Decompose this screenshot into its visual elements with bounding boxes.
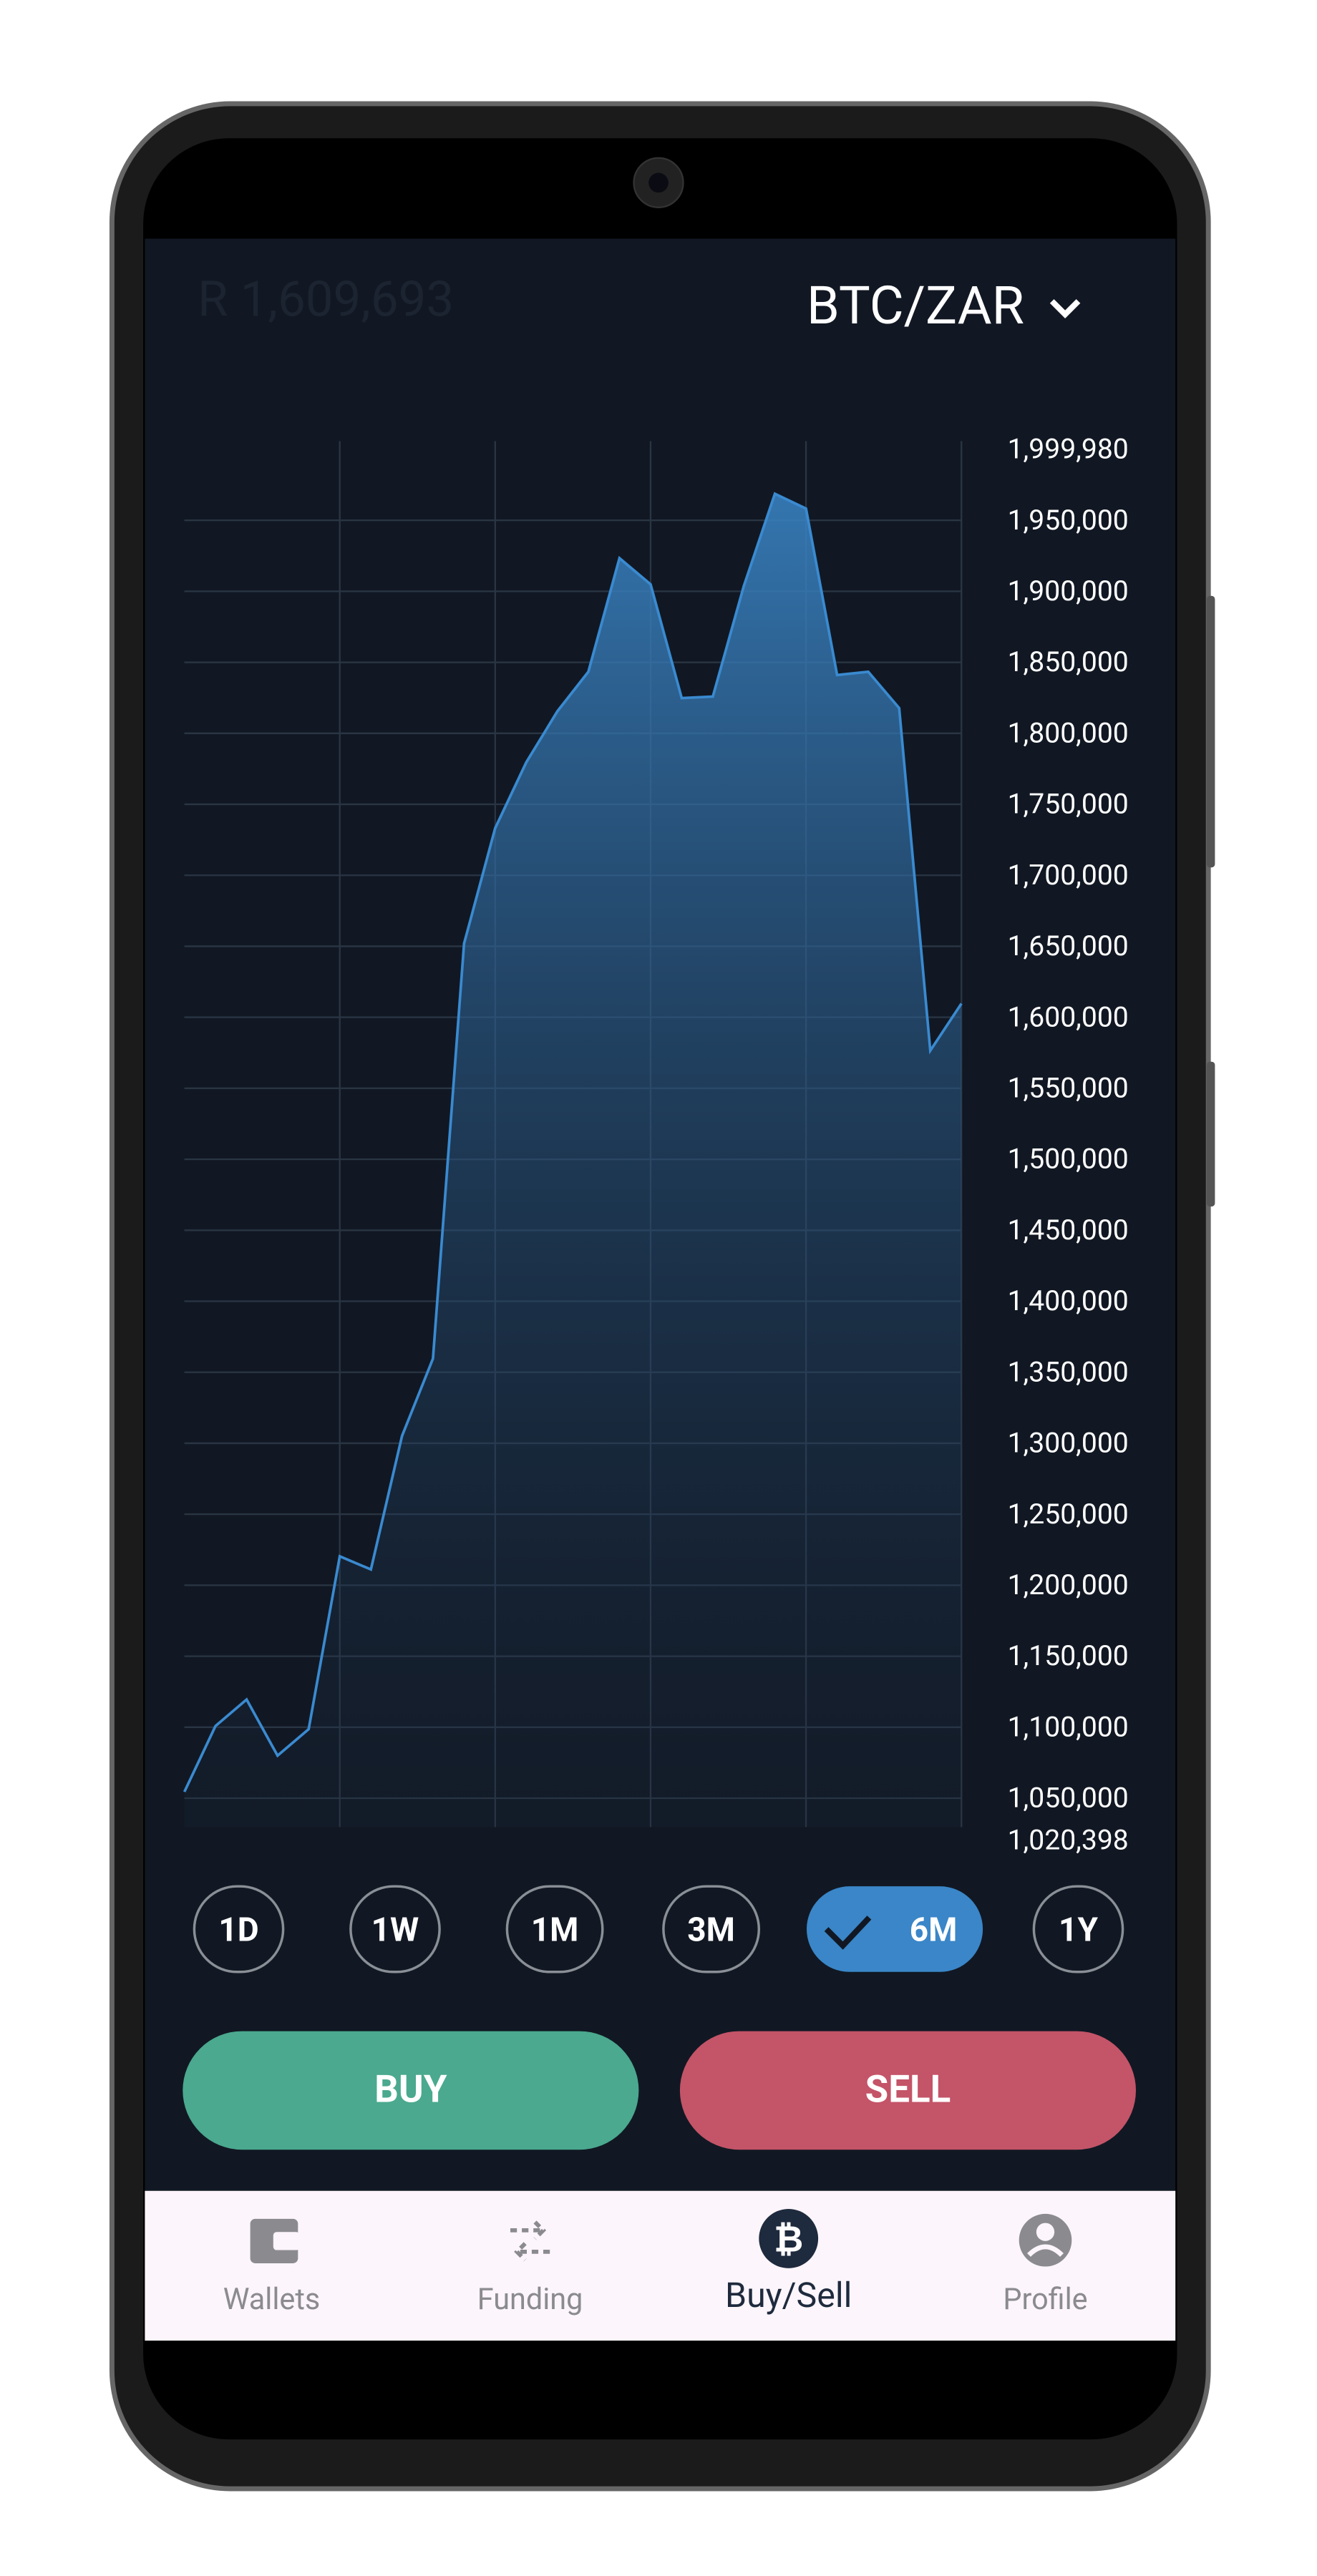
nav-label[interactable]: Funding [477, 2283, 583, 2317]
range-label[interactable]: 1M [531, 1911, 579, 1950]
camera-lens [648, 172, 669, 193]
y-tick-label: 1,800,000 [1008, 716, 1129, 749]
y-tick-label: 1,950,000 [1008, 504, 1129, 537]
y-tick-label: 1,550,000 [1008, 1072, 1129, 1105]
nav-label[interactable]: Profile [1003, 2283, 1087, 2317]
y-tick-label: 1,750,000 [1008, 788, 1129, 821]
y-tick-label: 1,200,000 [1008, 1568, 1129, 1601]
range-button[interactable] [1032, 1885, 1124, 1974]
y-tick-label: 1,250,000 [1008, 1498, 1129, 1531]
y-tick-label: 1,100,000 [1008, 1710, 1129, 1743]
nav-label[interactable]: Wallets [223, 2283, 321, 2317]
funding-icon[interactable] [510, 2220, 550, 2262]
y-tick-label: 1,050,000 [1008, 1782, 1129, 1815]
y-tick-label: 1,850,000 [1008, 645, 1129, 678]
price: R 1,609,693 [198, 270, 454, 328]
wallet-icon[interactable] [273, 2232, 300, 2250]
range-button[interactable] [193, 1885, 285, 1974]
button [1206, 595, 1215, 868]
range-button[interactable] [349, 1885, 441, 1974]
check-icon[interactable] [824, 1916, 872, 1950]
bottom-nav [145, 2190, 1176, 2341]
y-tick-label: 1,600,000 [1008, 1000, 1129, 1033]
range-button[interactable] [505, 1885, 604, 1974]
y-tick-label: 1,700,000 [1008, 859, 1129, 892]
area-fill [184, 494, 962, 1828]
range-selector: 1D 1W 1M 3M 6M 1Y [193, 1885, 1124, 1974]
y-tick-label: 1,400,000 [1008, 1284, 1129, 1317]
range-label[interactable]: 1Y [1059, 1911, 1098, 1950]
y-tick-label: 1,300,000 [1008, 1427, 1129, 1460]
bitcoin-symbol: ₿ [774, 2218, 803, 2260]
dropdown-icon[interactable] [1049, 299, 1081, 319]
range-label[interactable]: 1W [371, 1911, 419, 1950]
y-tick-label: 1,450,000 [1008, 1214, 1129, 1246]
buy-label[interactable]: BUY [374, 2067, 447, 2112]
y-tick-label: 1,999,980 [1008, 433, 1129, 466]
nav-labels: Wallets Funding Buy/Sell Profile [223, 2275, 1088, 2317]
price-line [183, 492, 963, 1792]
y-tick-label: 1,900,000 [1008, 575, 1129, 608]
nav-label[interactable]: Buy/Sell [725, 2275, 852, 2316]
y-tick-label: 1,500,000 [1008, 1143, 1129, 1176]
profile-icon[interactable] [1027, 2244, 1064, 2257]
y-tick-label: 1,650,000 [1008, 930, 1129, 962]
range-label[interactable]: 1D [218, 1911, 258, 1950]
range-label[interactable]: 3M [687, 1911, 735, 1950]
chart: 1,020,398 1,050,000 1,100,000 1,150,000 1,20… [183, 433, 1129, 1856]
range-button[interactable] [662, 1885, 761, 1974]
pair-selector[interactable]: BTC/ZAR [807, 275, 1024, 336]
range-label[interactable]: 6M [910, 1911, 958, 1950]
range-button-selected[interactable] [807, 1886, 983, 1972]
bitcoin-icon[interactable] [759, 2209, 819, 2268]
y-tick-label: 1,020,398 [1008, 1823, 1129, 1856]
buy-button[interactable] [183, 2031, 639, 2150]
button [1206, 1061, 1215, 1207]
profile-icon[interactable] [1036, 2223, 1055, 2241]
sell-label[interactable]: SELL [865, 2067, 951, 2112]
sell-button[interactable] [679, 2031, 1136, 2150]
y-tick-label: 1,150,000 [1008, 1639, 1129, 1672]
y-tick-label: 1,350,000 [1008, 1355, 1129, 1388]
